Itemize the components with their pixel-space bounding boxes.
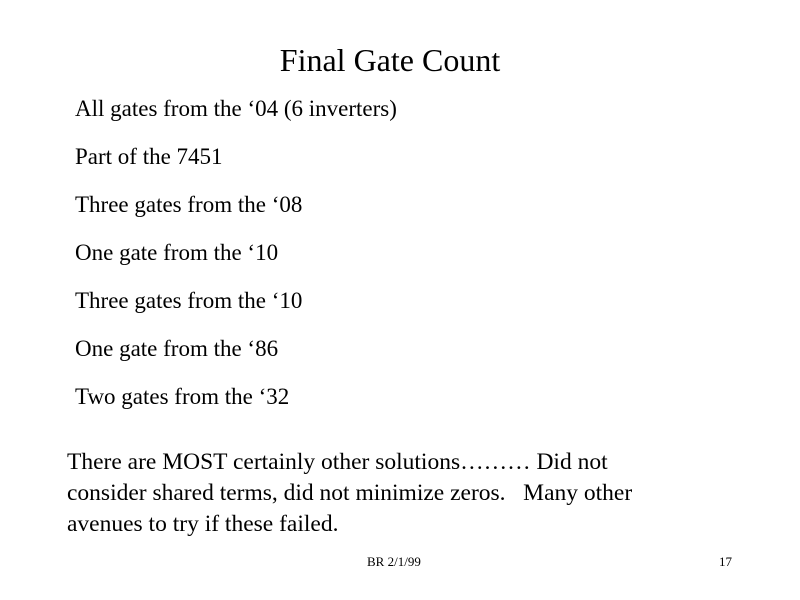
note-line: avenues to try if these failed. [67,511,339,537]
page-number: 17 [719,554,732,569]
note-line: consider shared terms, did not minimize … [67,480,633,506]
list-item: All gates from the ‘04 (6 inverters) [75,96,397,121]
list-item: Three gates from the ‘08 [75,192,303,217]
note-paragraph: There are MOST certainly other solutions… [67,447,632,540]
list-item: Two gates from the ‘32 [75,384,290,409]
slide-title: Final Gate Count [279,42,501,78]
note-line: There are MOST certainly other solutions… [67,449,608,475]
list-item: Three gates from the ‘10 [75,288,303,313]
list-item: One gate from the ‘10 [75,240,279,265]
list-item: Part of the 7451 [75,144,223,169]
list-item: One gate from the ‘86 [75,336,279,361]
footer-text: BR 2/1/99 [367,554,421,569]
